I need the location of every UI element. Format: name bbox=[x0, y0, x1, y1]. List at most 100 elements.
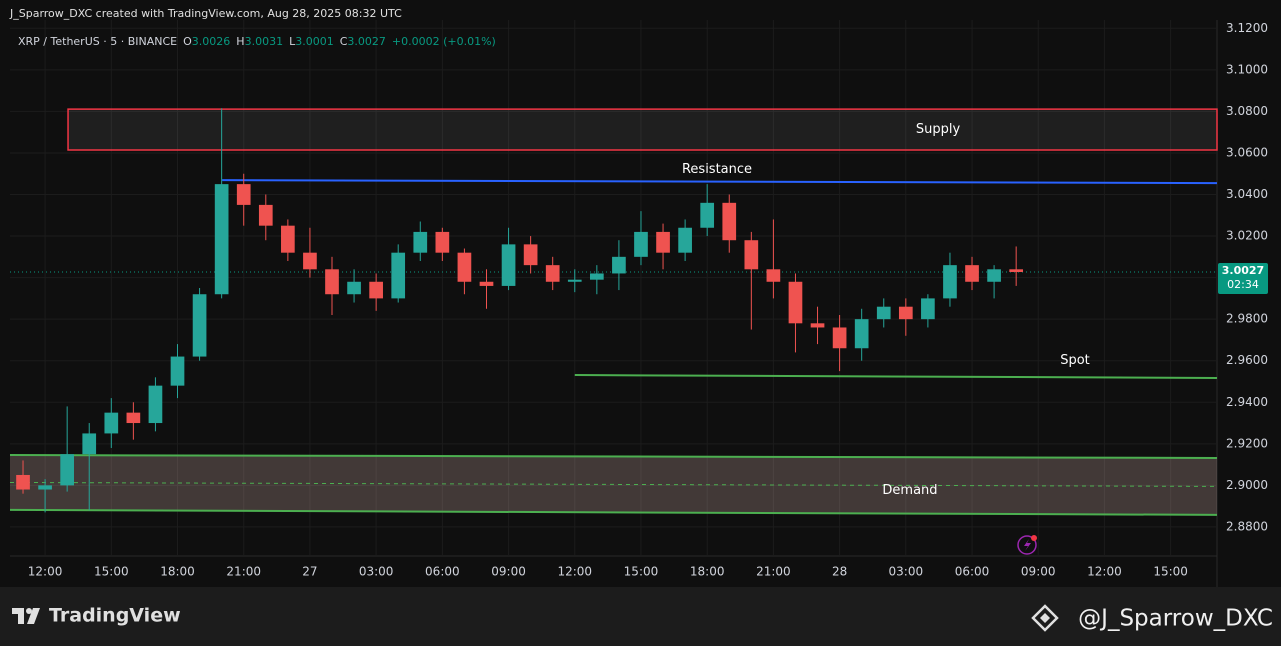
candle-body bbox=[413, 231, 428, 253]
binance-logo bbox=[1031, 604, 1059, 632]
candle-body bbox=[126, 412, 141, 424]
candle-body bbox=[788, 281, 803, 324]
change: +0.0002 (+0.01%) bbox=[392, 35, 496, 48]
y-tick-label: 3.0200 bbox=[1226, 229, 1268, 243]
trend-line bbox=[222, 179, 1218, 185]
low-value: 3.0001 bbox=[295, 35, 334, 48]
candle-body bbox=[479, 281, 494, 286]
candle-body bbox=[369, 281, 383, 299]
brand: TradingView bbox=[49, 605, 181, 627]
candle-body bbox=[810, 323, 825, 328]
symbol-title: XRP / TetherUS · 5 · BINANCE bbox=[18, 35, 177, 48]
x-tick-label: 12:00 bbox=[557, 565, 592, 579]
y-tick-label: 3.0400 bbox=[1226, 187, 1268, 201]
candle-body bbox=[965, 265, 979, 282]
candle-body bbox=[898, 306, 913, 320]
x-tick-label: 18:00 bbox=[160, 565, 195, 579]
x-tick-label: 06:00 bbox=[425, 565, 460, 579]
x-tick-label: 12:00 bbox=[28, 565, 63, 579]
zone-edge bbox=[9, 454, 1218, 459]
candle-body bbox=[148, 385, 163, 424]
drawing-label: Resistance bbox=[682, 162, 752, 177]
candle-body bbox=[987, 269, 1001, 282]
price-tag-value: 3.0027 bbox=[1222, 264, 1264, 277]
candle-body bbox=[104, 412, 119, 434]
zone-midline bbox=[9, 481, 1218, 487]
candle-body bbox=[501, 244, 516, 286]
y-tick-label: 2.9600 bbox=[1226, 353, 1268, 367]
candle-body bbox=[943, 265, 957, 299]
zone-edge bbox=[9, 508, 1218, 516]
y-tick-label: 2.9200 bbox=[1226, 436, 1268, 450]
y-tick-label: 3.0800 bbox=[1226, 104, 1268, 118]
open-value: 3.0026 bbox=[192, 35, 231, 48]
candle-body bbox=[82, 433, 97, 455]
candle-body bbox=[303, 252, 317, 270]
candle-body bbox=[678, 227, 692, 253]
candle-body bbox=[170, 356, 185, 386]
x-tick-label: 28 bbox=[832, 565, 847, 579]
legend: XRP / TetherUS · 5 · BINANCE O3.0026 H3.00… bbox=[18, 35, 496, 48]
x-tick-label: 21:00 bbox=[226, 565, 261, 579]
candle-body bbox=[567, 279, 582, 282]
candle-body bbox=[16, 474, 30, 490]
x-tick-label: 03:00 bbox=[889, 565, 924, 579]
candle-body bbox=[38, 485, 52, 490]
candle-body bbox=[236, 184, 251, 205]
candle-body bbox=[921, 298, 935, 320]
x-tick-label: 15:00 bbox=[94, 565, 129, 579]
y-tick-label: 2.9800 bbox=[1226, 312, 1268, 326]
candle-body bbox=[832, 327, 847, 349]
trend-line bbox=[574, 374, 1218, 379]
candle-body bbox=[656, 231, 670, 253]
price-tag bbox=[1218, 263, 1268, 295]
x-tick-label: 12:00 bbox=[1087, 565, 1122, 579]
attribution: J_Sparrow_DXC created with TradingView.c… bbox=[9, 7, 402, 20]
x-tick-label: 15:00 bbox=[1153, 565, 1188, 579]
y-tick-label: 2.9400 bbox=[1226, 395, 1268, 409]
candle-body bbox=[214, 184, 229, 295]
handle: @J_Sparrow_DXC bbox=[1078, 606, 1273, 632]
close-value: 3.0027 bbox=[347, 35, 386, 48]
high-value: 3.0031 bbox=[245, 35, 284, 48]
low-label: L bbox=[289, 35, 296, 48]
price-tag-countdown: 02:34 bbox=[1227, 278, 1259, 291]
candle-body bbox=[876, 306, 891, 320]
alert-icon bbox=[1017, 535, 1037, 555]
y-tick-label: 3.1000 bbox=[1226, 62, 1268, 76]
drawing-label: Supply bbox=[916, 122, 961, 137]
y-tick-label: 2.9000 bbox=[1226, 478, 1268, 492]
close-label: C bbox=[340, 35, 348, 48]
candle-body bbox=[60, 454, 75, 486]
x-tick-label: 15:00 bbox=[624, 565, 659, 579]
candle-body bbox=[435, 231, 450, 253]
x-tick-label: 03:00 bbox=[359, 565, 394, 579]
candle-body bbox=[192, 294, 207, 357]
candle-body bbox=[766, 269, 781, 282]
y-tick-label: 3.1200 bbox=[1226, 21, 1268, 35]
candle-body bbox=[545, 265, 560, 282]
drawing-label: Spot bbox=[1060, 353, 1090, 368]
open-label: O bbox=[183, 35, 192, 48]
candle-body bbox=[391, 252, 406, 299]
candle-body bbox=[325, 269, 339, 295]
candle-body bbox=[457, 252, 472, 282]
candle-body bbox=[281, 225, 295, 253]
x-tick-label: 18:00 bbox=[690, 565, 725, 579]
candle-body bbox=[744, 240, 759, 270]
candle-body bbox=[854, 319, 869, 349]
candle-body bbox=[258, 204, 273, 226]
x-tick-label: 27 bbox=[302, 565, 317, 579]
y-tick-label: 2.8800 bbox=[1226, 519, 1268, 533]
zone bbox=[67, 108, 1218, 151]
tradingview-logo bbox=[12, 608, 40, 624]
candle-body bbox=[700, 202, 715, 228]
candle-body bbox=[634, 231, 648, 257]
plot: Supply Resistance Spot Demand bbox=[9, 20, 1218, 556]
drawing-label: Demand bbox=[882, 483, 937, 498]
high-label: H bbox=[236, 35, 244, 48]
x-tick-label: 09:00 bbox=[1021, 565, 1056, 579]
candle-body bbox=[1009, 269, 1024, 273]
